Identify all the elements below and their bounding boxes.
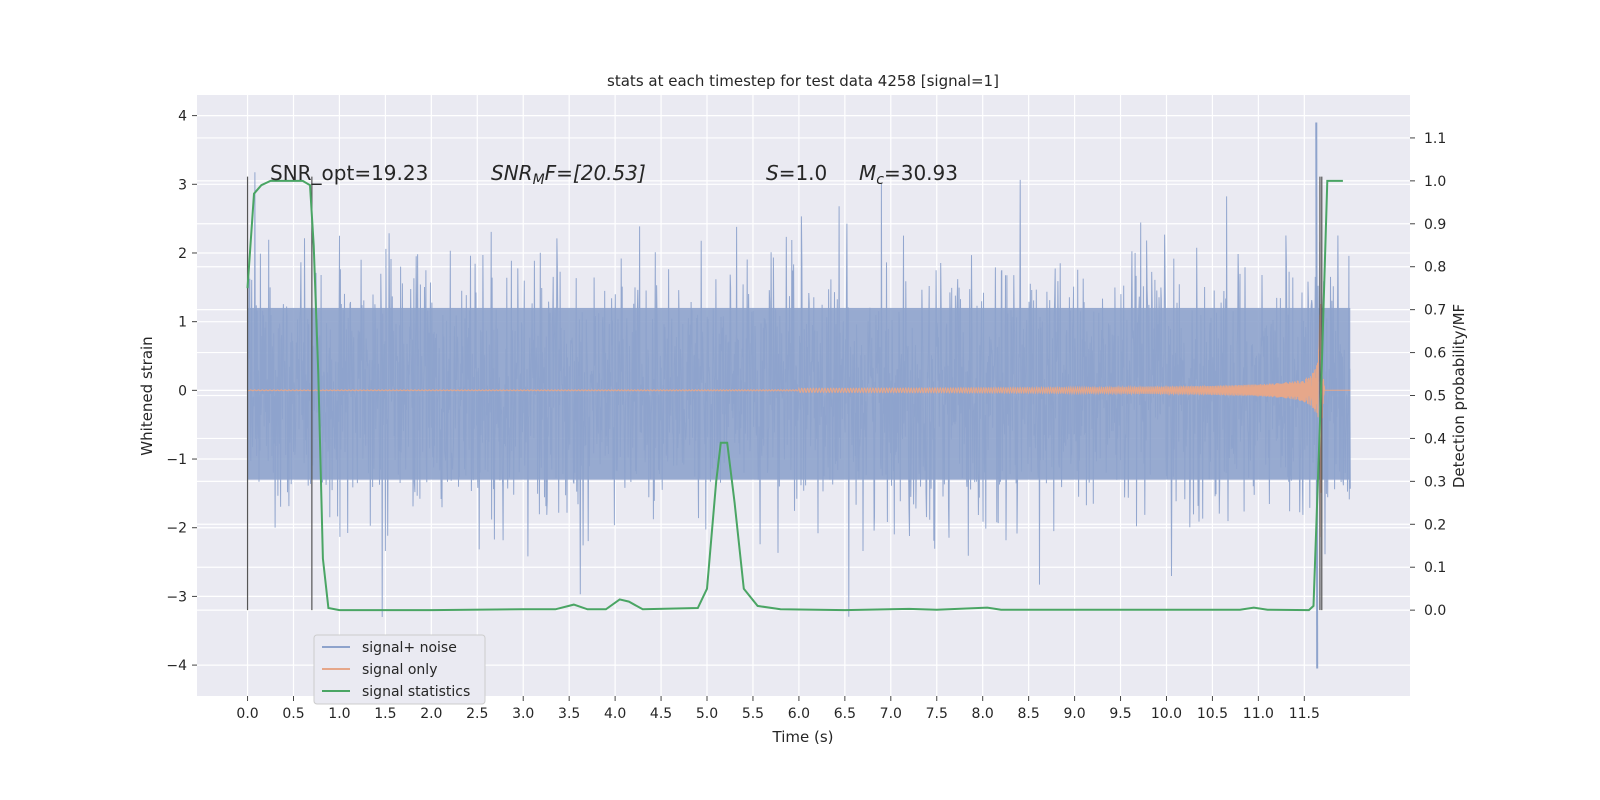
x-tick-label-4: 2.0 xyxy=(420,706,442,722)
x-tick-label-8: 4.0 xyxy=(604,706,626,722)
series-signal-statistics xyxy=(246,179,1343,612)
x-tick-label-0: 0.0 xyxy=(236,706,258,722)
x-tick-label-10: 5.0 xyxy=(696,706,718,722)
y2-axis-ticks: 0.0 0.1 0.2 0.3 0.4 0.5 0.6 0.7 0.8 0.9 1.0 1.1 xyxy=(1410,131,1446,619)
y-axis-ticks: −4 −3 −2 −1 0 1 2 3 4 xyxy=(166,109,197,674)
x-tick-label-20: 10.0 xyxy=(1151,706,1182,722)
y2-axis-label: Detection probability/MF xyxy=(1450,304,1468,488)
y-axis-label: Whitened strain xyxy=(138,336,156,455)
x-tick-label-3: 1.5 xyxy=(374,706,396,722)
annotation-mc: Mc=30.93 xyxy=(859,161,958,188)
x-axis-ticks: 0.0 0.5 1.0 1.5 2.0 2.5 3.0 3.5 4.0 4.5 5.0 5.5 6.0 6… xyxy=(236,696,1320,722)
y2-tick-label-7: 0.7 xyxy=(1424,303,1446,319)
x-tick-label-2: 1.0 xyxy=(328,706,350,722)
x-tick-label-5: 2.5 xyxy=(466,706,488,722)
y-tick-label-8: 4 xyxy=(178,109,187,125)
x-tick-label-15: 7.5 xyxy=(926,706,948,722)
x-tick-label-23: 11.5 xyxy=(1289,706,1320,722)
annotation-snr-opt: SNR_opt=19.23 xyxy=(270,161,428,185)
signal-trace xyxy=(247,303,1351,538)
y-tick-label-3: −1 xyxy=(166,452,187,468)
y2-tick-label-6: 0.6 xyxy=(1424,346,1446,362)
x-tick-label-9: 4.5 xyxy=(650,706,672,722)
legend: signal+ noise signal only signal statist… xyxy=(313,634,486,705)
y-tick-label-5: 1 xyxy=(178,315,187,331)
x-tick-label-16: 8.0 xyxy=(972,706,994,722)
x-tick-label-14: 7.0 xyxy=(880,706,902,722)
y2-tick-label-3: 0.3 xyxy=(1424,474,1446,490)
legend-label-signal-plus-noise: signal+ noise xyxy=(362,640,457,656)
y2-tick-label-5: 0.5 xyxy=(1424,389,1446,405)
x-tick-label-21: 10.5 xyxy=(1197,706,1228,722)
y2-tick-label-1: 0.1 xyxy=(1424,560,1446,576)
x-tick-label-7: 3.5 xyxy=(558,706,580,722)
y2-tick-label-11: 1.1 xyxy=(1424,131,1446,147)
y2-tick-label-2: 0.2 xyxy=(1424,517,1446,533)
noise-band xyxy=(247,307,1351,480)
x-tick-label-13: 6.5 xyxy=(834,706,856,722)
x-tick-label-18: 9.0 xyxy=(1063,706,1085,722)
legend-frame xyxy=(313,634,486,705)
x-tick-label-22: 11.0 xyxy=(1243,706,1274,722)
y-tick-label-6: 2 xyxy=(178,246,187,262)
legend-label-signal-statistics: signal statistics xyxy=(362,684,470,700)
y-tick-label-7: 3 xyxy=(178,177,187,193)
x-tick-label-12: 6.0 xyxy=(788,706,810,722)
y2-tick-label-0: 0.0 xyxy=(1424,603,1446,619)
x-tick-label-17: 8.5 xyxy=(1018,706,1040,722)
annotation-s: S=1.0 xyxy=(766,161,827,185)
x-tick-label-11: 5.5 xyxy=(742,706,764,722)
y2-tick-label-4: 0.4 xyxy=(1424,431,1446,447)
x-tick-label-6: 3.0 xyxy=(512,706,534,722)
y2-tick-label-10: 1.0 xyxy=(1424,174,1446,190)
series-signal-only xyxy=(247,303,1351,538)
y2-tick-label-9: 0.9 xyxy=(1424,217,1446,233)
legend-label-signal-only: signal only xyxy=(362,662,437,678)
x-tick-label-19: 9.5 xyxy=(1109,706,1131,722)
annotation-snr-mf: SNRMF=[20.53] xyxy=(491,161,646,188)
y2-tick-label-8: 0.8 xyxy=(1424,260,1446,276)
x-axis-label: Time (s) xyxy=(772,728,834,746)
y-tick-label-2: −2 xyxy=(166,521,187,537)
x-tick-label-1: 0.5 xyxy=(282,706,304,722)
chart-title: stats at each timestep for test data 425… xyxy=(607,72,999,90)
stats-line xyxy=(246,179,1343,612)
y-tick-label-0: −4 xyxy=(166,658,187,674)
y-tick-label-1: −3 xyxy=(166,589,187,605)
y-tick-label-4: 0 xyxy=(178,383,187,399)
